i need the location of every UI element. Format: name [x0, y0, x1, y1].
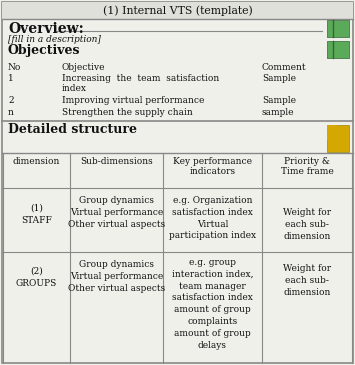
Text: n: n	[8, 108, 14, 117]
Text: Detailed structure: Detailed structure	[8, 123, 137, 136]
Text: Group dynamics
Virtual performance
Other virtual aspects: Group dynamics Virtual performance Other…	[68, 196, 165, 228]
Text: dimension: dimension	[13, 157, 60, 166]
FancyBboxPatch shape	[2, 2, 353, 19]
Text: Weight for
each sub-
dimension: Weight for each sub- dimension	[283, 208, 331, 241]
Text: [fill in a description]: [fill in a description]	[8, 35, 101, 44]
FancyBboxPatch shape	[327, 20, 349, 37]
FancyBboxPatch shape	[327, 125, 337, 140]
Text: Weight for
each sub-
dimension: Weight for each sub- dimension	[283, 264, 331, 297]
Text: Overview:: Overview:	[8, 22, 84, 36]
Text: Comment: Comment	[262, 63, 307, 72]
FancyBboxPatch shape	[327, 41, 349, 58]
Text: (1)
STAFF: (1) STAFF	[21, 204, 52, 225]
Text: Increasing  the  team  satisfaction: Increasing the team satisfaction	[62, 74, 219, 83]
Text: 1: 1	[8, 74, 14, 83]
Text: No: No	[8, 63, 21, 72]
Text: Sample: Sample	[262, 96, 296, 105]
Text: sample: sample	[262, 108, 295, 117]
Text: Sub-dimensions: Sub-dimensions	[80, 157, 153, 166]
Text: e.g. Organization
satisfaction index
Virtual
participation index: e.g. Organization satisfaction index Vir…	[169, 196, 256, 241]
FancyBboxPatch shape	[327, 20, 349, 37]
FancyBboxPatch shape	[327, 125, 349, 152]
Text: 2: 2	[8, 96, 13, 105]
Text: (1) Internal VTS (template): (1) Internal VTS (template)	[103, 5, 252, 16]
Text: index: index	[62, 84, 87, 93]
Text: e.g. group
interaction index,
team manager
satisfaction index
amount of group
co: e.g. group interaction index, team manag…	[172, 258, 253, 350]
Text: Group dynamics
Virtual performance
Other virtual aspects: Group dynamics Virtual performance Other…	[68, 260, 165, 293]
Text: Sample: Sample	[262, 74, 296, 83]
Text: Improving virtual performance: Improving virtual performance	[62, 96, 204, 105]
Text: Objective: Objective	[62, 63, 105, 72]
Text: Key performance
indicators: Key performance indicators	[173, 157, 252, 176]
Text: Strengthen the supply chain: Strengthen the supply chain	[62, 108, 193, 117]
FancyBboxPatch shape	[2, 2, 353, 363]
Text: (2)
GROUPS: (2) GROUPS	[16, 267, 57, 288]
Text: Priority &
Time frame: Priority & Time frame	[280, 157, 333, 176]
Text: Objectives: Objectives	[8, 44, 81, 57]
FancyBboxPatch shape	[327, 41, 349, 58]
